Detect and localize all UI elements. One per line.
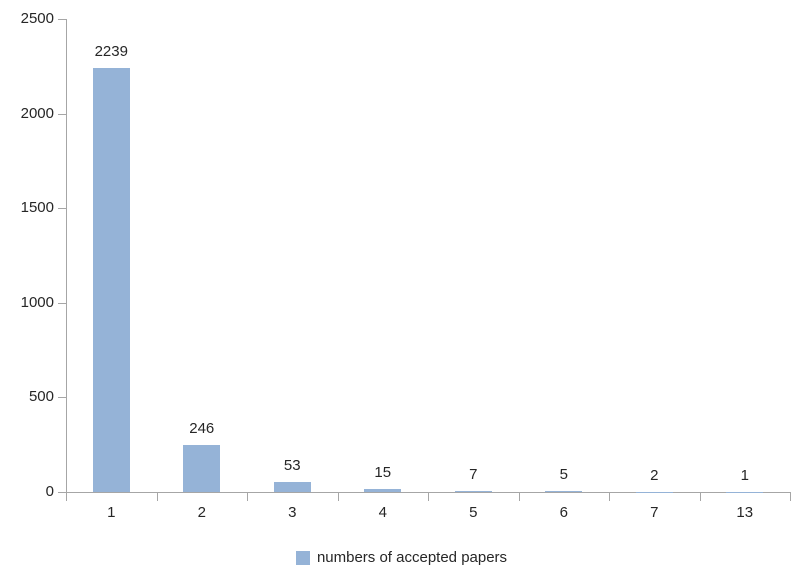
y-tick-label: 1000 — [20, 294, 54, 311]
data-label-category-13: 1 — [740, 466, 749, 484]
x-tick — [247, 493, 248, 501]
y-tick — [58, 19, 66, 20]
bar-category-4 — [364, 489, 402, 492]
x-tick — [66, 493, 67, 501]
data-label-category-1: 2239 — [94, 43, 128, 61]
data-label-category-4: 15 — [374, 464, 392, 482]
x-tick — [609, 493, 610, 501]
x-category-label: 5 — [469, 504, 478, 521]
y-tick-label: 0 — [45, 483, 54, 500]
x-tick — [700, 493, 701, 501]
x-tick — [428, 493, 429, 501]
y-tick — [58, 114, 66, 115]
x-category-label: 4 — [378, 504, 387, 521]
x-tick — [790, 493, 791, 501]
y-axis-line — [66, 19, 67, 493]
x-tick — [519, 493, 520, 501]
bar-category-6 — [545, 491, 583, 492]
y-tick — [58, 303, 66, 304]
y-tick-label: 500 — [28, 388, 54, 405]
x-category-label: 7 — [650, 504, 659, 521]
bar-category-1 — [92, 68, 130, 492]
data-label-category-3: 53 — [283, 456, 301, 474]
x-category-label: 3 — [288, 504, 297, 521]
data-label-category-7: 2 — [650, 466, 659, 484]
x-category-label: 1 — [107, 504, 116, 521]
y-tick-label: 2000 — [20, 105, 54, 122]
x-tick — [338, 493, 339, 501]
legend-label: numbers of accepted papers — [316, 549, 508, 566]
y-tick — [58, 492, 66, 493]
y-tick-label: 2500 — [20, 10, 54, 27]
legend-swatch — [295, 551, 310, 565]
x-axis-line — [66, 492, 791, 493]
bar-category-3 — [273, 481, 311, 492]
legend: numbers of accepted papers — [0, 550, 803, 566]
data-label-category-2: 246 — [189, 420, 215, 438]
data-label-category-5: 7 — [469, 465, 478, 483]
y-tick-label: 1500 — [20, 199, 54, 216]
x-category-label: 6 — [559, 504, 568, 521]
y-tick — [58, 208, 66, 209]
x-tick — [157, 493, 158, 501]
x-category-label: 13 — [736, 504, 754, 521]
data-label-category-6: 5 — [559, 466, 568, 484]
bar-category-5 — [454, 490, 492, 492]
x-category-label: 2 — [197, 504, 206, 521]
bar-category-2 — [183, 445, 221, 492]
y-tick — [58, 397, 66, 398]
